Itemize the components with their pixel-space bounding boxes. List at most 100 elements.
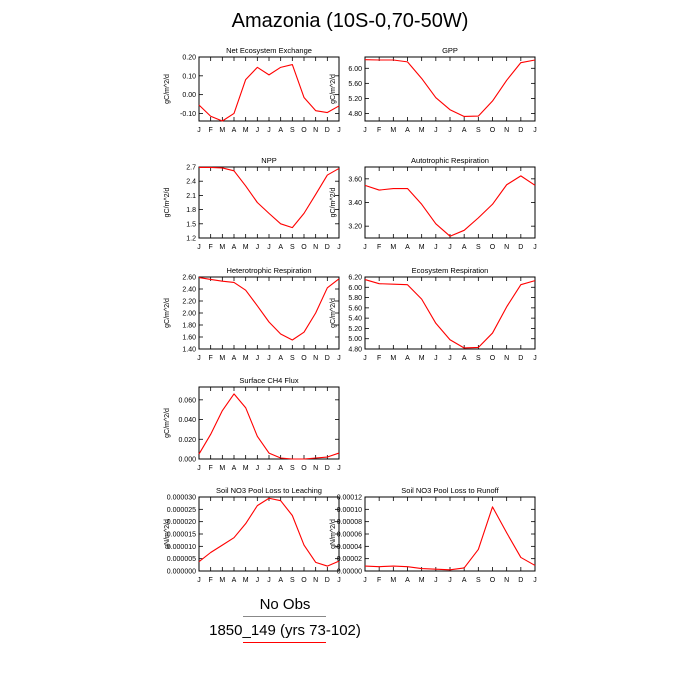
chart-panel-6: Ecosystem Respiration gC/m^2/d J F M A M J J A S O N… bbox=[330, 266, 537, 362]
x-tick-label: O bbox=[301, 127, 307, 134]
x-tick-label: M bbox=[419, 244, 425, 251]
x-tick-label: F bbox=[377, 244, 381, 251]
x-tick-label: D bbox=[325, 127, 330, 134]
panel-title: Autotrophic Respiration bbox=[411, 156, 489, 165]
y-tick-label: 1.8 bbox=[186, 207, 196, 214]
legend-run-line bbox=[243, 642, 326, 643]
y-tick-label: 0.060 bbox=[178, 397, 196, 404]
y-tick-label: 2.20 bbox=[182, 299, 196, 306]
x-tick-label: M bbox=[419, 127, 425, 134]
y-tick-label: 0.00 bbox=[182, 92, 196, 99]
x-tick-label: D bbox=[518, 355, 523, 362]
y-tick-label: 0.00012 bbox=[337, 495, 362, 502]
y-axis-label: gC/m^2/d bbox=[330, 298, 337, 328]
y-tick-label: 0.00010 bbox=[337, 507, 362, 514]
x-tick-label: A bbox=[405, 355, 410, 362]
y-tick-label: 0.000030 bbox=[167, 495, 196, 502]
y-tick-label: 1.5 bbox=[186, 221, 196, 228]
x-tick-label: J bbox=[533, 127, 537, 134]
x-tick-label: J bbox=[533, 244, 537, 251]
x-tick-label: A bbox=[405, 244, 410, 251]
x-tick-label: N bbox=[313, 244, 318, 251]
x-tick-label: O bbox=[490, 577, 496, 584]
y-tick-label: 4.80 bbox=[348, 347, 362, 354]
y-tick-label: 0.000000 bbox=[167, 569, 196, 576]
panel-title: GPP bbox=[442, 46, 458, 55]
x-tick-label: J bbox=[434, 244, 438, 251]
x-tick-label: A bbox=[232, 577, 237, 584]
x-tick-label: A bbox=[278, 465, 283, 472]
x-tick-label: J bbox=[448, 577, 452, 584]
x-tick-label: A bbox=[232, 355, 237, 362]
plot-frame bbox=[198, 386, 340, 460]
x-tick-label: J bbox=[256, 244, 260, 251]
y-tick-label: 6.00 bbox=[348, 285, 362, 292]
y-tick-label: 0.000010 bbox=[167, 544, 196, 551]
x-tick-label: M bbox=[243, 244, 249, 251]
x-tick-label: A bbox=[232, 244, 237, 251]
x-tick-label: D bbox=[325, 465, 330, 472]
x-tick-label: A bbox=[232, 127, 237, 134]
y-tick-label: 0.00004 bbox=[337, 544, 362, 551]
series-line-1 bbox=[364, 175, 536, 237]
y-axis-label: gN/m^2/d bbox=[330, 519, 337, 549]
x-tick-label: N bbox=[313, 465, 318, 472]
x-tick-label: J bbox=[267, 577, 271, 584]
x-tick-label: J bbox=[256, 577, 260, 584]
panel-title: Surface CH4 Flux bbox=[239, 376, 298, 385]
y-tick-label: 0.000 bbox=[178, 457, 196, 464]
x-tick-label: F bbox=[377, 127, 381, 134]
x-tick-label: O bbox=[490, 127, 496, 134]
x-tick-label: M bbox=[390, 127, 396, 134]
x-tick-label: S bbox=[290, 465, 295, 472]
y-tick-label: 5.00 bbox=[348, 336, 362, 343]
x-tick-label: M bbox=[219, 355, 225, 362]
x-tick-label: M bbox=[243, 355, 249, 362]
x-tick-label: A bbox=[278, 127, 283, 134]
x-tick-label: D bbox=[518, 127, 523, 134]
panel-title: Soil NO3 Pool Loss to Runoff bbox=[401, 486, 499, 495]
y-tick-label: 2.60 bbox=[182, 275, 196, 282]
plot-frame bbox=[364, 496, 536, 572]
y-tick-label: 0.000020 bbox=[167, 519, 196, 526]
x-tick-label: J bbox=[363, 127, 367, 134]
y-tick-label: 0.040 bbox=[178, 417, 196, 424]
y-tick-label: 2.4 bbox=[186, 179, 196, 186]
series-line-1 bbox=[364, 59, 536, 118]
x-tick-label: S bbox=[476, 244, 481, 251]
x-tick-label: M bbox=[219, 577, 225, 584]
x-tick-label: O bbox=[301, 465, 307, 472]
chart-panel-9: Soil NO3 Pool Loss to Runoff gN/m^2/d J F M A… bbox=[330, 486, 537, 584]
x-tick-label: J bbox=[337, 244, 341, 251]
x-tick-label: O bbox=[301, 355, 307, 362]
x-tick-label: J bbox=[267, 127, 271, 134]
x-tick-label: A bbox=[232, 465, 237, 472]
x-tick-label: A bbox=[278, 577, 283, 584]
figure-title: Amazonia (10S-0,70-50W) bbox=[231, 10, 469, 32]
y-tick-label: 0.000025 bbox=[167, 507, 196, 514]
y-tick-label: 0.20 bbox=[182, 55, 196, 62]
x-tick-label: S bbox=[476, 127, 481, 134]
x-tick-label: O bbox=[301, 244, 307, 251]
x-tick-label: J bbox=[533, 355, 537, 362]
x-tick-label: D bbox=[325, 577, 330, 584]
x-tick-label: F bbox=[209, 577, 213, 584]
panel-title: Soil NO3 Pool Loss to Leaching bbox=[216, 486, 322, 495]
x-tick-label: M bbox=[243, 465, 249, 472]
y-tick-label: 0.00002 bbox=[337, 556, 362, 563]
y-tick-label: 0.000005 bbox=[167, 556, 196, 563]
x-tick-label: J bbox=[363, 355, 367, 362]
x-tick-label: M bbox=[390, 577, 396, 584]
y-tick-label: 1.60 bbox=[182, 335, 196, 342]
x-tick-label: J bbox=[267, 355, 271, 362]
y-tick-label: 1.80 bbox=[182, 323, 196, 330]
x-tick-label: J bbox=[533, 577, 537, 584]
x-tick-label: D bbox=[325, 355, 330, 362]
x-tick-label: M bbox=[243, 127, 249, 134]
x-tick-label: N bbox=[504, 355, 509, 362]
y-tick-label: 3.20 bbox=[348, 224, 362, 231]
x-tick-label: D bbox=[325, 244, 330, 251]
